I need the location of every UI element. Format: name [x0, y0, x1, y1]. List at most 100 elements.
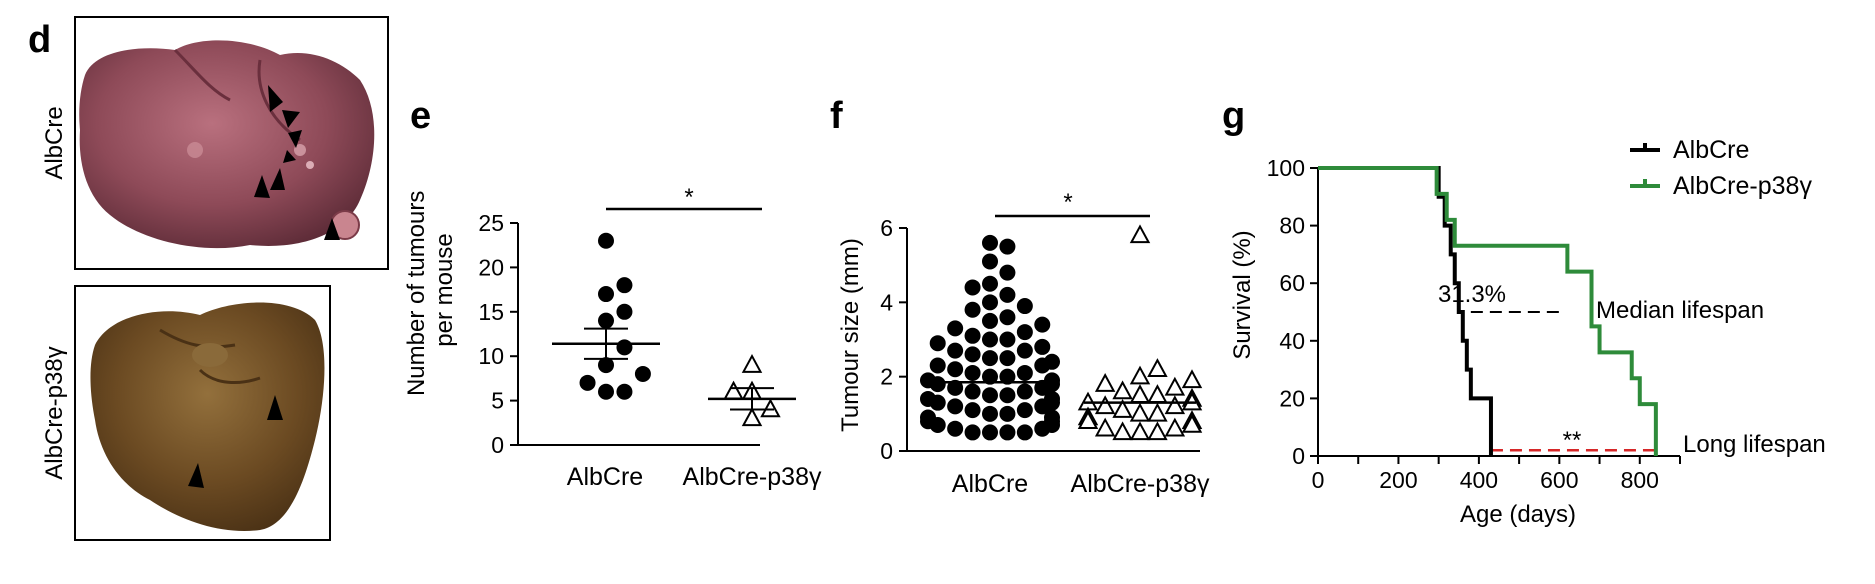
- chart-f-category-p38: AlbCre-p38γ: [1071, 470, 1210, 498]
- legend-label-p38: AlbCre-p38γ: [1673, 172, 1812, 200]
- chart-f-point: [947, 320, 964, 337]
- arrowhead-icon: [254, 175, 270, 198]
- chart-f-point: [999, 405, 1016, 422]
- chart-e-ylabel-line1: Number of tumours: [403, 191, 430, 396]
- chart-f-point: [929, 376, 946, 393]
- chart-g-legend: AlbCre AlbCre-p38γ: [1630, 136, 1812, 200]
- chart-g-median-pct: 31.3%: [1438, 281, 1506, 308]
- photo-caption-p38: AlbCre-p38γ: [41, 346, 68, 479]
- chart-e-ylabel-line2: per mouse: [431, 233, 458, 346]
- chart-f-point: [929, 357, 946, 374]
- chart-f-ytick-label: 6: [880, 215, 893, 241]
- arrowhead-icon: [283, 150, 296, 163]
- chart-e-point: [598, 232, 614, 249]
- chart-e-ytick-label: 5: [491, 388, 504, 414]
- chart-g-ytick-label: 20: [1279, 385, 1305, 411]
- chart-f-point: [1147, 402, 1168, 422]
- chart-f-point: [947, 420, 964, 437]
- chart-f-point: [982, 387, 998, 404]
- chart-g-xlabel: Age (days): [1460, 501, 1576, 528]
- arrowhead-icon: [268, 85, 283, 112]
- chart-f-point: [964, 402, 981, 419]
- chart-f-point: [1112, 399, 1133, 418]
- chart-g-ytick-label: 80: [1279, 213, 1305, 239]
- chart-f-point: [964, 327, 981, 344]
- chart-f-point: [1094, 395, 1116, 415]
- chart-f-point: [982, 294, 998, 311]
- chart-e-point: [723, 380, 744, 400]
- chart-g-series-albcre: [1318, 166, 1493, 456]
- arrowhead-icon: [324, 218, 340, 240]
- chart-e-ytick-label: 0: [491, 432, 504, 458]
- chart-e-point: [616, 303, 633, 320]
- chart-f-point: [964, 364, 981, 381]
- chart-f-point: [1147, 384, 1168, 403]
- chart-f-point: [999, 350, 1016, 367]
- chart-g-long-label: Long lifespan: [1683, 431, 1826, 458]
- chart-f-ylabel: Tumour size (mm): [837, 238, 864, 432]
- chart-f-point: [1034, 316, 1051, 333]
- panel-d: d AlbCre AlbCre-p38γ: [28, 16, 389, 541]
- chart-f-point: [929, 416, 946, 433]
- chart-f-point: [964, 424, 981, 441]
- chart-e-point: [616, 383, 633, 400]
- chart-f-point: [1077, 410, 1099, 430]
- chart-g-ytick-label: 60: [1279, 270, 1305, 296]
- liver-photo-p38: [90, 302, 325, 531]
- chart-e-point: [741, 353, 763, 373]
- chart-f-point: [999, 264, 1016, 281]
- chart-f-point: [947, 342, 964, 359]
- chart-f-point: [999, 331, 1016, 348]
- chart-g-ytick-label: 0: [1292, 443, 1305, 469]
- chart-f-point: [1129, 384, 1151, 403]
- chart-f-point: [982, 312, 998, 329]
- chart-g-xtick-label: 0: [1312, 467, 1325, 493]
- chart-f-ytick-label: 2: [880, 364, 893, 390]
- chart-f-point: [1016, 424, 1033, 441]
- chart-e-point: [598, 286, 614, 303]
- chart-e-point: [579, 374, 596, 391]
- chart-f-point: [1112, 380, 1133, 400]
- panel-e: e 0 5 10 15 20 25 Number of tumours per mouse…: [403, 95, 822, 491]
- chart-e-ytick-label: 15: [478, 299, 504, 325]
- chart-f-ytick-label: 4: [880, 289, 893, 315]
- chart-f-point: [1016, 364, 1033, 381]
- chart-e-point: [598, 357, 614, 374]
- chart-f-category-albcre: AlbCre: [952, 470, 1028, 498]
- chart-f-point: [1129, 402, 1151, 422]
- chart-f-point: [1164, 417, 1186, 437]
- chart-f-point: [947, 398, 964, 415]
- chart-f-point: [1129, 365, 1151, 385]
- arrowhead-icon: [270, 168, 285, 190]
- photo-caption-albcre: AlbCre: [41, 106, 68, 179]
- chart-f-point: [1129, 224, 1151, 244]
- chart-f-point: [1016, 342, 1033, 359]
- chart-e-point: [598, 383, 614, 400]
- chart-f-point: [1164, 376, 1186, 396]
- panel-g: g 0 20 40 60 80 100 0 200 400 600 800 Survival (%)…: [1222, 95, 1826, 528]
- arrowhead-icon: [288, 130, 302, 148]
- chart-f-point: [999, 286, 1016, 303]
- chart-f-point: [982, 350, 998, 367]
- legend-label-albcre: AlbCre: [1673, 136, 1749, 164]
- chart-e-ytick-label: 10: [478, 343, 504, 369]
- chart-f-point: [929, 394, 946, 411]
- chart-g: 0 20 40 60 80 100 0 200 400 600 800: [1267, 155, 1681, 493]
- chart-f-point: [964, 301, 981, 318]
- chart-f-point: [1016, 402, 1033, 419]
- chart-e-ylabel: Number of tumours per mouse: [403, 184, 458, 396]
- chart-g-xtick-label: 600: [1540, 467, 1578, 493]
- chart-e-ytick-label: 25: [478, 210, 504, 236]
- chart-e-point: [616, 339, 633, 356]
- chart-f-point: [982, 405, 998, 422]
- chart-f-point: [1016, 298, 1033, 315]
- chart-e-point: [616, 277, 633, 294]
- chart-f-point: [982, 331, 998, 348]
- chart-f-point: [1034, 338, 1051, 355]
- chart-e-significance: *: [684, 184, 693, 211]
- chart-f-point: [999, 368, 1016, 385]
- chart-f-ytick-label: 0: [880, 438, 893, 464]
- chart-e-point: [741, 407, 763, 427]
- chart-g-ylabel: Survival (%): [1229, 230, 1256, 359]
